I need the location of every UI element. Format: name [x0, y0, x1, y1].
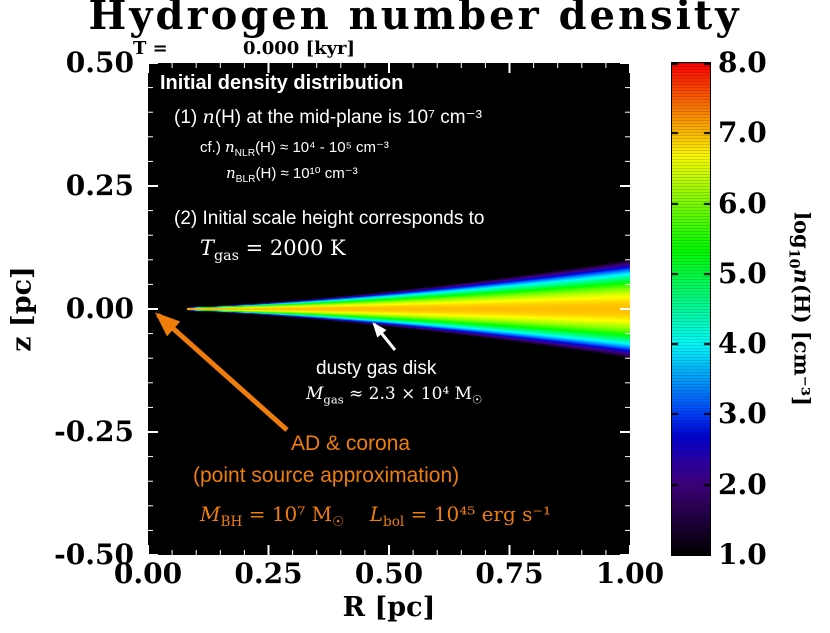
x-tick-label: 0.00 — [113, 557, 183, 590]
figure-title: Hydrogen number density — [88, 0, 742, 39]
annotation-nlr-density: cf.) nNLR(H) ≈ 10⁴ - 10⁵ cm⁻³ — [200, 138, 389, 159]
ad-corona-arrow-icon — [155, 312, 289, 432]
x-tick-label: 0.25 — [234, 557, 303, 590]
annotation-heading: Initial density distribution — [160, 72, 404, 94]
text-fragment: (H) at the mid-plane is 10⁷ cm⁻³ — [214, 107, 482, 128]
colorbar-tick-label: 6.0 — [718, 186, 767, 220]
text-fragment: (1) — [174, 107, 203, 128]
subscript: BLR — [235, 174, 256, 185]
colorbar-tick-label: 4.0 — [718, 326, 767, 360]
text-fragment: cf.) — [200, 139, 225, 156]
subscript: gas — [323, 392, 344, 407]
subscript: bol — [383, 514, 405, 530]
plot-area: Initial density distribution (1) n(H) at… — [148, 63, 630, 555]
x-tick-label: 0.50 — [354, 557, 424, 590]
subscript: BH — [220, 514, 243, 530]
math-var: n — [789, 268, 815, 284]
colorbar-tick-label: 7.0 — [718, 116, 767, 150]
annotation-scale-height: (2) Initial scale height corresponds to — [174, 208, 485, 229]
text-fragment: = 2000 K — [238, 236, 346, 260]
y-tick-label: 0.00 — [65, 291, 134, 325]
annotation-disk-label: dusty gas disk — [316, 358, 437, 379]
math-var: n — [226, 164, 236, 182]
math-var: T — [200, 236, 215, 260]
spacer — [344, 502, 369, 526]
colorbar-tick-label: 5.0 — [718, 256, 767, 290]
subscript: 10 — [785, 248, 802, 269]
colorbar-tick-label: 3.0 — [718, 397, 767, 431]
subscript: NLR — [234, 148, 256, 159]
text-fragment: ≈ 2.3 × 10⁴ M — [343, 384, 473, 404]
x-tick-label: 1.00 — [595, 557, 665, 590]
y-axis-tick-labels: 0.50 0.25 0.00 -0.25 -0.50 — [0, 46, 138, 571]
y-tick-label: 0.50 — [65, 45, 134, 79]
text-fragment: = 10⁷ M — [242, 502, 333, 526]
colorbar-tick-label: 1.0 — [718, 537, 767, 571]
x-axis-tick-labels: 0.00 0.25 0.50 0.75 1.00 — [114, 557, 664, 591]
colorbar-canvas — [672, 63, 710, 555]
annotation-gas-temperature: Tgas = 2000 K — [200, 236, 346, 264]
text-fragment: log — [789, 212, 815, 249]
solar-mass-subscript: ☉ — [332, 514, 345, 530]
x-tick-label: 0.75 — [475, 557, 544, 590]
annotation-bh-parameters: MBH = 10⁷ M☉ Lbol = 10⁴⁵ erg s⁻¹ — [200, 502, 551, 530]
density-heatmap — [148, 63, 630, 555]
annotation-disk-mass: Mgas ≈ 2.3 × 10⁴ M☉ — [306, 384, 482, 406]
y-tick-label: -0.50 — [54, 537, 134, 571]
colorbar-tick-labels: 8.0 7.0 6.0 5.0 4.0 3.0 2.0 1.0 — [718, 46, 798, 571]
text-fragment: (H) [cm⁻³] — [789, 283, 815, 406]
annotation-point-source: (point source approximation) — [193, 464, 460, 487]
disk-pointer-arrow-icon — [372, 322, 397, 351]
x-axis-label: R [pc] — [342, 592, 436, 623]
math-var: n — [202, 106, 215, 128]
y-tick-label: 0.25 — [65, 168, 134, 202]
plot-overlay — [148, 63, 630, 555]
text-fragment: = 10⁴⁵ erg s⁻¹ — [404, 502, 551, 526]
colorbar-tick-label: 2.0 — [718, 467, 767, 501]
annotation-midplane-density: (1) n(H) at the mid-plane is 10⁷ cm⁻³ — [174, 106, 482, 129]
colorbar — [671, 62, 711, 556]
text-fragment: (H) ≈ 10⁴ - 10⁵ cm⁻³ — [255, 139, 389, 156]
y-tick-label: -0.25 — [54, 414, 134, 448]
text-fragment: (H) ≈ 10¹⁰ cm⁻³ — [255, 165, 358, 182]
math-var: M — [200, 502, 221, 526]
colorbar-tick-label: 8.0 — [718, 45, 767, 79]
math-var: M — [306, 384, 324, 404]
subscript: gas — [214, 248, 239, 265]
colorbar-label: log10n(H) [cm⁻³] — [785, 212, 814, 406]
time-label: T = 0.000 [kyr] — [133, 38, 356, 59]
annotation-blr-density: nBLR(H) ≈ 10¹⁰ cm⁻³ — [226, 164, 358, 185]
math-var: n — [225, 138, 235, 156]
annotation-ad-corona: AD & corona — [291, 432, 411, 455]
solar-mass-subscript: ☉ — [472, 392, 483, 407]
math-var: L — [369, 502, 384, 526]
